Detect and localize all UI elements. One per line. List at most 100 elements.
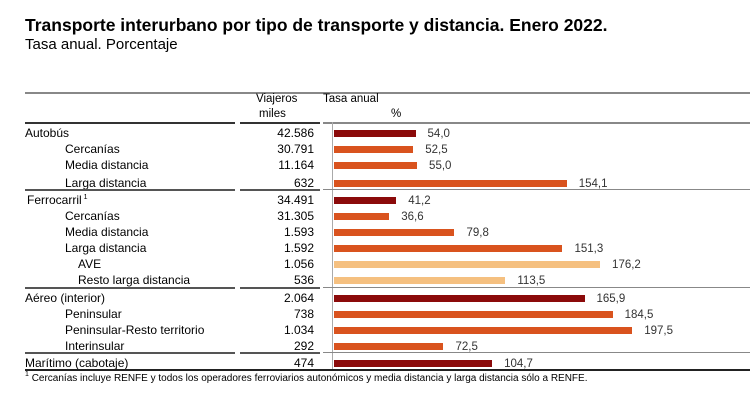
tasa-unit-header: % [391,108,402,120]
row-label: Cercanías [65,209,120,223]
viajeros-value: 1.056 [283,257,314,271]
group-rule [25,189,235,191]
bar [334,197,397,204]
row-label: Autobús [25,126,70,140]
bar [334,261,601,268]
footnote-marker: 1 [81,194,88,201]
table-row: Peninsular 738 184,5 [0,306,750,322]
footnote-marker: 1 [25,371,29,378]
table-row: Aéreo (interior) 2.064 165,9 [0,290,750,306]
row-label: Aéreo (interior) [25,291,106,305]
table-row: Media distancia 1.593 79,8 [0,224,750,240]
row-label: Peninsular [65,307,122,321]
bar [334,180,567,187]
bar-value-label: 113,5 [517,275,546,287]
bar-value-label: 104,7 [504,358,533,370]
group-rule [240,287,320,289]
bar-value-label: 151,3 [574,243,604,255]
bar [334,245,563,252]
table-row: Cercanías 31.305 36,6 [0,208,750,224]
viajeros-header: Viajeros [256,93,298,105]
row-label: Larga distancia [65,241,147,255]
group-rule [323,189,750,190]
row-label: AVE [78,257,102,271]
header-rule-tasa [323,122,750,124]
row-label: Media distancia [65,225,149,239]
chart-title: Transporte interurbano por tipo de trans… [25,15,608,35]
bar [334,130,416,137]
bar [334,277,506,284]
row-label: Marítimo (cabotaje) [25,356,129,370]
bar [334,311,613,318]
table-row: Interinsular 292 72,5 [0,338,750,354]
viajeros-value: 31.305 [277,209,314,223]
group-rule [25,287,235,289]
viajeros-value: 738 [293,307,314,321]
bar [334,295,585,302]
chart-subtitle: Tasa anual. Porcentaje [25,36,178,53]
viajeros-value: 30.791 [277,142,314,156]
row-label: Peninsular-Resto territorio [65,323,205,337]
header-rule-viajeros [240,122,320,124]
bar-value-label: 52,5 [425,144,448,156]
bar-value-label: 165,9 [596,293,626,305]
viajeros-value: 42.586 [277,126,314,140]
viajeros-value: 292 [293,339,314,353]
bar-value-label: 154,1 [578,178,608,190]
bar [334,213,390,220]
footnote-text: Cercanías incluye RENFE y todos los oper… [31,373,588,384]
row-label: Interinsular [65,339,125,353]
viajeros-value: 34.491 [277,193,314,207]
viajeros-value: 1.592 [283,241,314,255]
bar [334,162,418,169]
bar-value-label: 79,8 [466,227,489,239]
table-row: Ferrocarril 1 34.491 41,2 [0,192,750,208]
group-rule [240,189,320,191]
bar-value-label: 54,0 [427,128,450,140]
bar [334,343,444,350]
bar-axis [332,122,333,370]
top-rule [25,92,750,94]
group-rule [323,352,750,353]
bar [334,327,633,334]
table-row: AVE 1.056 176,2 [0,256,750,272]
viajeros-value: 1.593 [283,225,314,239]
row-label: Resto larga distancia [78,273,191,287]
tasa-header: Tasa anual [323,93,379,105]
viajeros-value: 536 [293,273,314,287]
table-row: Larga distancia 1.592 151,3 [0,240,750,256]
row-label: Media distancia [65,158,149,172]
bar-value-label: 41,2 [408,195,431,207]
table-row: Peninsular-Resto territorio 1.034 197,5 [0,322,750,338]
table-row: Media distancia 11.164 55,0 [0,157,750,173]
row-label: Cercanías [65,142,120,156]
bar-value-label: 176,2 [612,259,641,271]
bottom-rule [25,369,750,371]
table-row: Autobús 42.586 54,0 [0,125,750,141]
table-row: Larga distancia 632 154,1 [0,175,750,191]
footnote: 1 Cercanías incluye RENFE y todos los op… [25,371,588,384]
row-label: Ferrocarril 1 [27,193,88,207]
bar [334,146,414,153]
bar-value-label: 36,6 [401,211,424,223]
bar-value-label: 72,5 [455,341,478,353]
bar-value-label: 197,5 [644,325,673,337]
group-rule [323,287,750,288]
group-rule [240,352,320,354]
table-row: Marítimo (cabotaje) 474 104,7 [0,355,750,371]
header-rule-labels [25,122,235,124]
row-label: Larga distancia [65,176,147,190]
bar [334,229,455,236]
viajeros-value: 2.064 [283,291,314,305]
group-rule [25,352,235,354]
table-row: Resto larga distancia 536 113,5 [0,272,750,288]
bar [334,360,493,367]
bar-value-label: 55,0 [429,160,452,172]
viajeros-unit-header: miles [259,108,286,120]
bar-value-label: 184,5 [624,309,654,321]
table-row: Cercanías 30.791 52,5 [0,141,750,157]
viajeros-value: 1.034 [283,323,314,337]
viajeros-value: 632 [293,176,314,190]
viajeros-value: 11.164 [278,158,314,172]
viajeros-value: 474 [293,356,314,370]
